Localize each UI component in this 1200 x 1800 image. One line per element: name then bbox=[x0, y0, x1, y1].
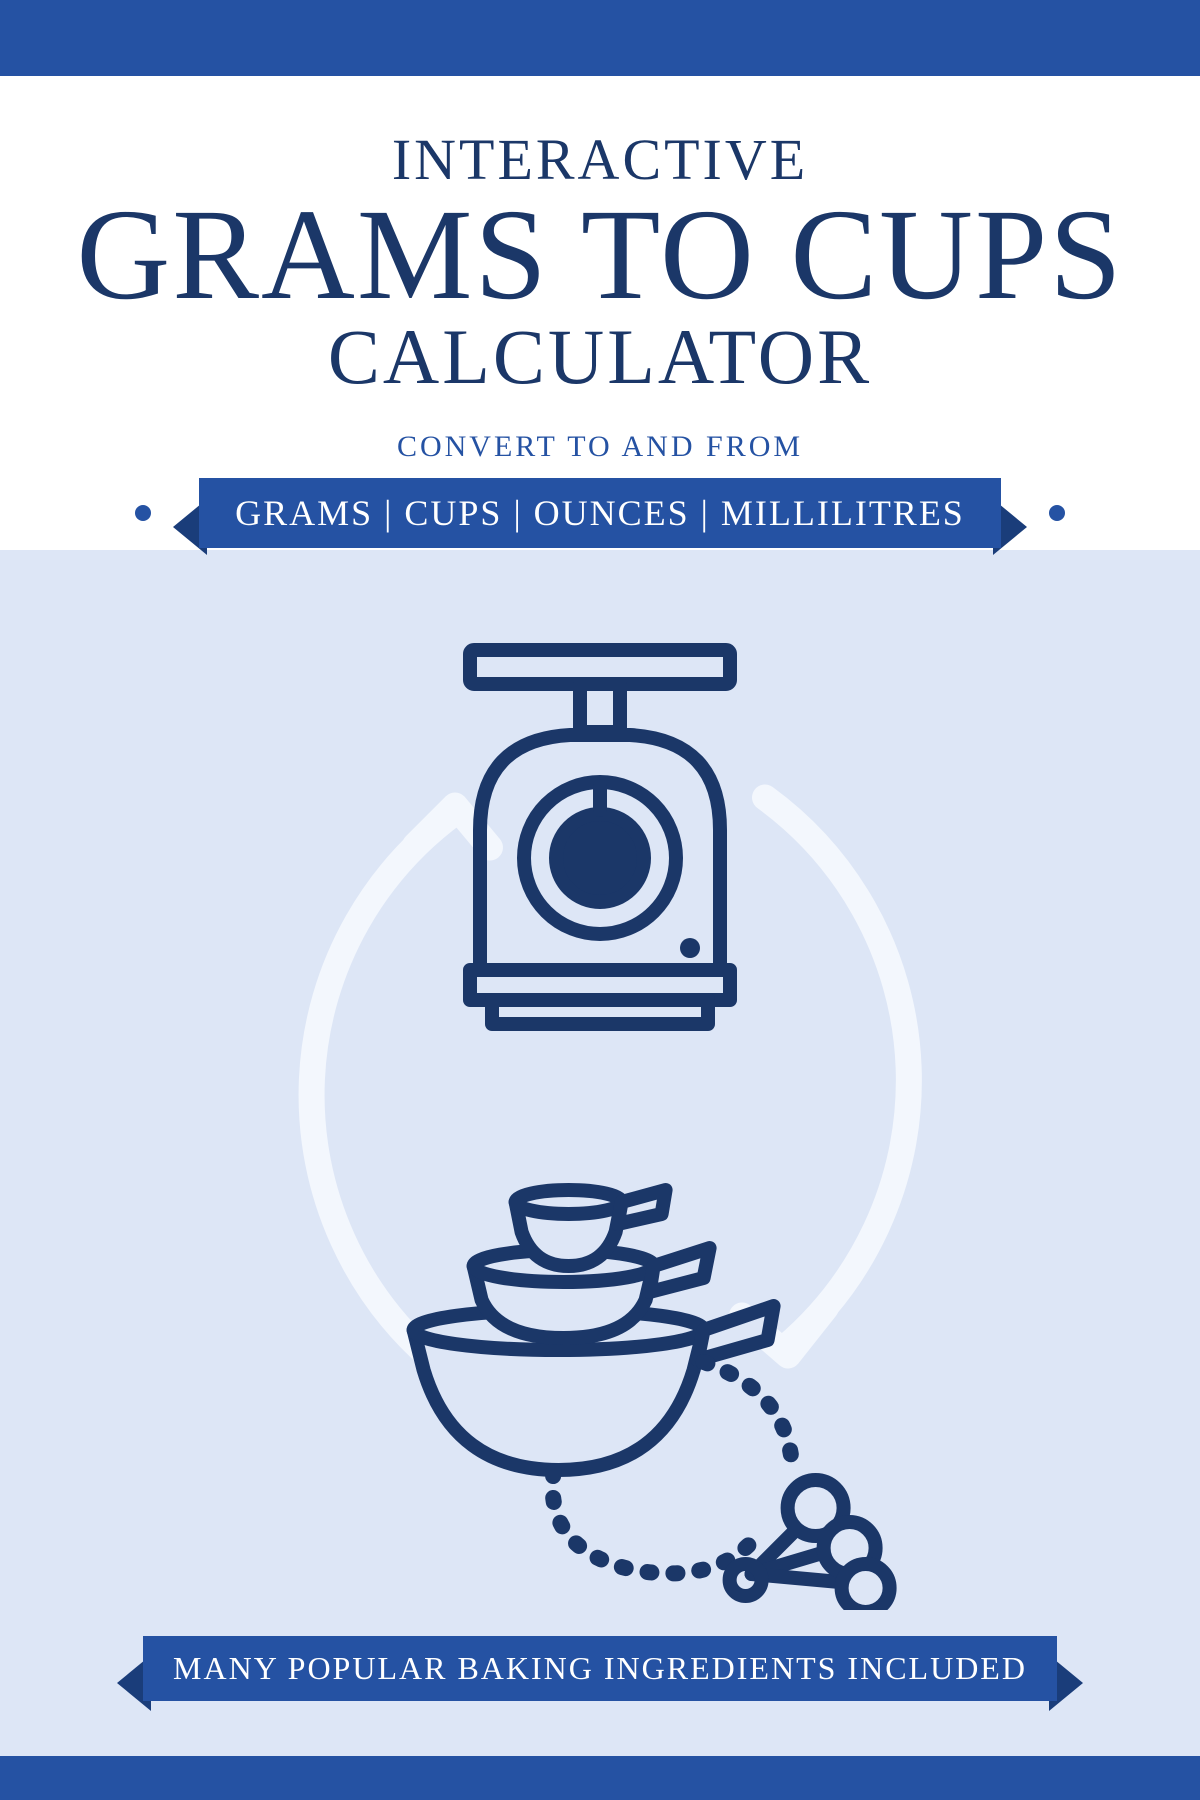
bottom-ribbon: MANY POPULAR BAKING INGREDIENTS INCLUDED bbox=[117, 1636, 1083, 1701]
top-accent-bar bbox=[0, 0, 1200, 76]
kitchen-scale-icon bbox=[420, 640, 780, 1045]
top-ribbon-text: GRAMS | CUPS | OUNCES | MILLILITRES bbox=[199, 478, 1001, 548]
measuring-cups-spoons-icon bbox=[354, 1170, 914, 1615]
subtitle-convert: CONVERT TO AND FROM bbox=[0, 430, 1200, 464]
bottom-accent-bar bbox=[0, 1756, 1200, 1800]
illustration-section: MANY POPULAR BAKING INGREDIENTS INCLUDED bbox=[0, 550, 1200, 1800]
header: INTERACTIVE GRAMS TO CUPS CALCULATOR CON… bbox=[0, 76, 1200, 550]
bottom-ribbon-text: MANY POPULAR BAKING INGREDIENTS INCLUDED bbox=[143, 1636, 1057, 1701]
title-line-2: GRAMS TO CUPS bbox=[0, 187, 1200, 324]
bottom-ribbon-row: MANY POPULAR BAKING INGREDIENTS INCLUDED bbox=[0, 1632, 1200, 1706]
illustration-area bbox=[0, 550, 1200, 1610]
ribbon-dot-left bbox=[135, 505, 151, 521]
top-ribbon: GRAMS | CUPS | OUNCES | MILLILITRES bbox=[173, 478, 1027, 548]
ribbon-dot-right bbox=[1049, 505, 1065, 521]
top-ribbon-row: GRAMS | CUPS | OUNCES | MILLILITRES bbox=[0, 476, 1200, 550]
